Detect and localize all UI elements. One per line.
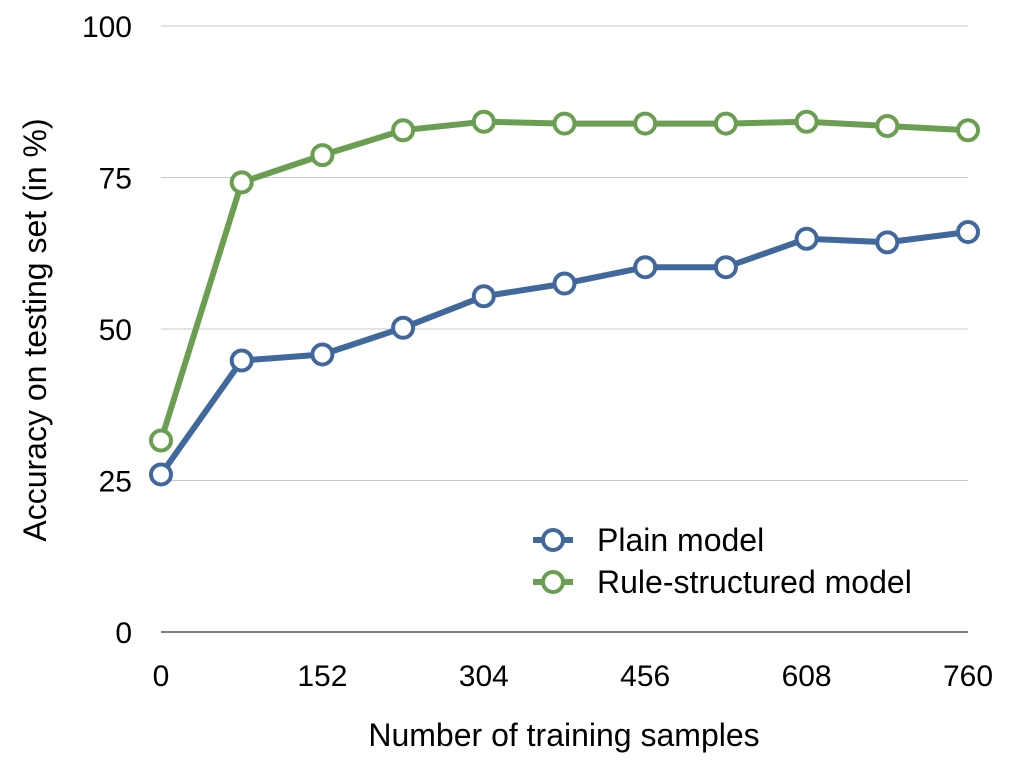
data-point-s1-0 xyxy=(149,428,173,453)
y-tick-label-50: 50 xyxy=(99,314,132,347)
x-tick-label-0: 0 xyxy=(153,660,170,693)
legend-swatch-marker xyxy=(541,570,565,594)
data-point-s0-5 xyxy=(552,271,577,296)
data-point-s0-6 xyxy=(633,255,658,280)
data-point-s0-3 xyxy=(391,315,416,340)
data-point-s0-2 xyxy=(310,342,335,367)
data-point-s1-5 xyxy=(552,111,577,136)
data-point-s1-3 xyxy=(391,118,416,143)
x-tick-label-152: 152 xyxy=(297,660,347,693)
legend-entry-rule-structured-model: Rule-structured model xyxy=(533,564,912,600)
data-point-s1-6 xyxy=(633,111,658,136)
y-tick-label-0: 0 xyxy=(115,617,132,650)
data-point-s0-10 xyxy=(956,220,980,245)
x-axis-label: Number of training samples xyxy=(368,717,759,753)
data-point-s1-2 xyxy=(310,143,335,168)
data-point-s1-7 xyxy=(713,111,738,136)
legend: Plain model Rule-structured model xyxy=(533,522,912,600)
gridlines xyxy=(161,25,968,633)
data-point-s1-9 xyxy=(875,113,900,138)
data-point-s0-7 xyxy=(713,255,738,280)
y-axis-label: Accuracy on testing set (in %) xyxy=(17,118,53,541)
y-tick-label-25: 25 xyxy=(99,466,132,499)
x-tick-label-304: 304 xyxy=(459,660,509,693)
data-point-s0-4 xyxy=(471,284,496,309)
y-tick-labels: 0 25 50 75 100 xyxy=(82,11,132,650)
x-tick-label-608: 608 xyxy=(782,660,832,693)
legend-swatch-marker xyxy=(541,528,565,552)
data-point-s0-9 xyxy=(875,230,900,255)
y-tick-label-100: 100 xyxy=(82,11,132,44)
legend-entry-plain-model: Plain model xyxy=(533,522,764,558)
data-point-s0-1 xyxy=(229,348,254,373)
data-point-s1-1 xyxy=(229,170,254,195)
x-tick-labels: 0 152 304 456 608 760 xyxy=(153,660,993,693)
legend-label-rule-structured-model: Rule-structured model xyxy=(597,564,912,600)
legend-label-plain-model: Plain model xyxy=(597,522,764,558)
data-point-s0-0 xyxy=(149,462,173,487)
series-line-0 xyxy=(158,229,969,477)
data-point-s1-4 xyxy=(471,109,496,134)
series-group xyxy=(149,109,980,487)
data-point-s1-8 xyxy=(794,109,819,134)
data-point-s1-10 xyxy=(956,118,980,143)
y-tick-label-75: 75 xyxy=(99,163,132,196)
x-tick-label-456: 456 xyxy=(620,660,670,693)
data-point-s0-8 xyxy=(794,226,819,251)
x-tick-label-760: 760 xyxy=(943,660,993,693)
